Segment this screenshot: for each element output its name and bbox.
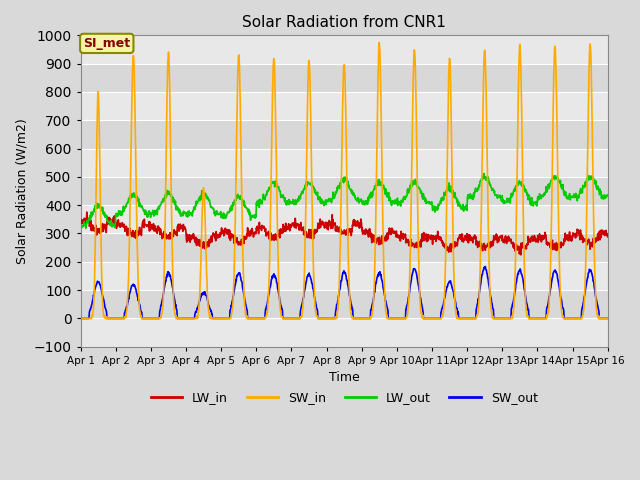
SW_out: [77, 315, 84, 321]
LW_out: [182, 210, 189, 216]
SW_out: [481, 264, 489, 269]
LW_out: [426, 201, 434, 207]
Bar: [81, 205, 608, 233]
SW_in: [541, 315, 549, 321]
SW_in: [375, 40, 383, 46]
LW_in: [253, 223, 261, 229]
LW_in: [426, 234, 434, 240]
SW_in: [77, 315, 84, 321]
Bar: [81, 318, 608, 347]
Bar: [81, 290, 608, 318]
Text: SI_met: SI_met: [83, 37, 131, 50]
Line: LW_in: LW_in: [81, 212, 608, 255]
LW_in: [542, 232, 550, 238]
LW_out: [604, 192, 612, 198]
LW_out: [542, 190, 550, 195]
LW_in: [604, 234, 612, 240]
Bar: [81, 149, 608, 177]
LW_out: [253, 198, 261, 204]
Line: SW_out: SW_out: [81, 266, 608, 318]
LW_in: [195, 238, 202, 244]
SW_in: [604, 315, 612, 321]
LW_out: [480, 171, 488, 177]
LW_in: [77, 217, 84, 223]
SW_out: [194, 304, 202, 310]
Legend: LW_in, SW_in, LW_out, SW_out: LW_in, SW_in, LW_out, SW_out: [146, 386, 543, 409]
Line: LW_out: LW_out: [81, 174, 608, 228]
Bar: [81, 64, 608, 92]
Bar: [81, 120, 608, 149]
LW_out: [77, 222, 84, 228]
Line: SW_in: SW_in: [81, 43, 608, 318]
Bar: [81, 177, 608, 205]
LW_in: [182, 226, 189, 232]
Bar: [81, 262, 608, 290]
Y-axis label: Solar Radiation (W/m2): Solar Radiation (W/m2): [15, 118, 28, 264]
LW_out: [82, 226, 90, 231]
SW_out: [495, 315, 503, 321]
Title: Solar Radiation from CNR1: Solar Radiation from CNR1: [242, 15, 446, 30]
SW_out: [541, 315, 549, 321]
SW_out: [181, 315, 189, 321]
LW_in: [83, 209, 91, 215]
SW_in: [194, 313, 202, 319]
SW_in: [426, 315, 434, 321]
X-axis label: Time: Time: [329, 372, 360, 384]
Bar: [81, 233, 608, 262]
SW_out: [253, 315, 260, 321]
LW_in: [517, 252, 525, 258]
Bar: [81, 92, 608, 120]
LW_in: [495, 239, 503, 244]
SW_in: [181, 315, 189, 321]
SW_in: [253, 315, 260, 321]
LW_out: [495, 194, 503, 200]
LW_out: [195, 199, 202, 204]
SW_out: [604, 315, 612, 321]
Bar: [81, 36, 608, 64]
SW_out: [426, 315, 433, 321]
SW_in: [495, 315, 503, 321]
